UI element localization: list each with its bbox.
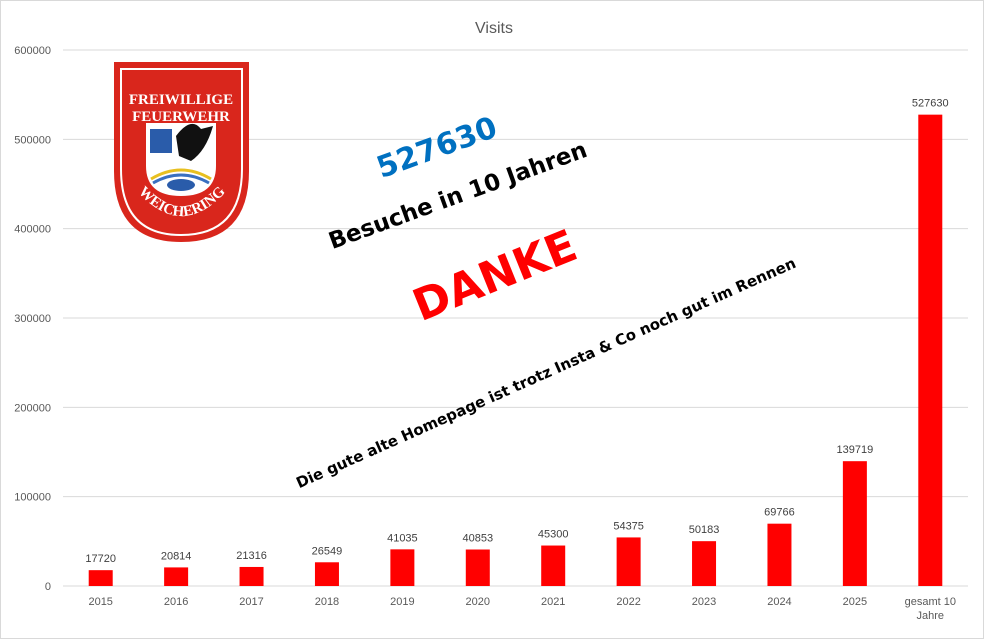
bar (616, 537, 641, 586)
data-label: 45300 (538, 529, 569, 541)
data-label: 41035 (387, 532, 418, 544)
logo-text: FREIWILLIGE (129, 92, 233, 108)
y-tick-label: 400000 (14, 224, 51, 236)
bar (239, 566, 264, 586)
x-tick-label: 2024 (767, 596, 791, 608)
chart-title: Visits (475, 20, 513, 37)
y-tick-label: 200000 (14, 402, 51, 414)
x-tick-label: 2021 (541, 596, 565, 608)
y-tick-label: 600000 (14, 45, 51, 57)
x-tick-label: 2022 (616, 596, 640, 608)
bar (842, 461, 867, 586)
x-tick-label: 2018 (315, 596, 339, 608)
y-tick-label: 300000 (14, 313, 51, 325)
x-tick-label: 2016 (164, 596, 188, 608)
bar (164, 567, 189, 586)
data-label: 40853 (462, 533, 493, 545)
x-tick-label: 2017 (239, 596, 263, 608)
data-label: 527630 (912, 98, 949, 110)
bar (314, 562, 339, 586)
bar (692, 541, 717, 586)
bar (918, 114, 943, 586)
x-tick-label: 2025 (843, 596, 867, 608)
data-label: 69766 (764, 507, 795, 519)
bar (465, 549, 490, 586)
x-tick-label: 2023 (692, 596, 716, 608)
bar (88, 570, 113, 586)
data-label: 21316 (236, 550, 267, 562)
bar (541, 545, 566, 586)
bar (390, 549, 415, 586)
y-tick-label: 100000 (14, 492, 51, 504)
x-tick-label: gesamt 10 (905, 596, 956, 608)
data-label: 26549 (312, 545, 343, 557)
data-label: 139719 (837, 444, 874, 456)
data-label: 50183 (689, 524, 720, 536)
bar (767, 523, 792, 586)
y-tick-label: 0 (45, 581, 51, 593)
x-tick-label: 2015 (88, 596, 112, 608)
data-label: 20814 (161, 550, 192, 562)
y-tick-label: 500000 (14, 134, 51, 146)
data-label: 17720 (85, 553, 116, 565)
data-label: 54375 (613, 520, 644, 532)
logo-text: FEUERWEHR (132, 109, 230, 125)
x-tick-label: 2019 (390, 596, 414, 608)
x-tick-label: Jahre (917, 610, 945, 622)
x-tick-label: 2020 (466, 596, 490, 608)
